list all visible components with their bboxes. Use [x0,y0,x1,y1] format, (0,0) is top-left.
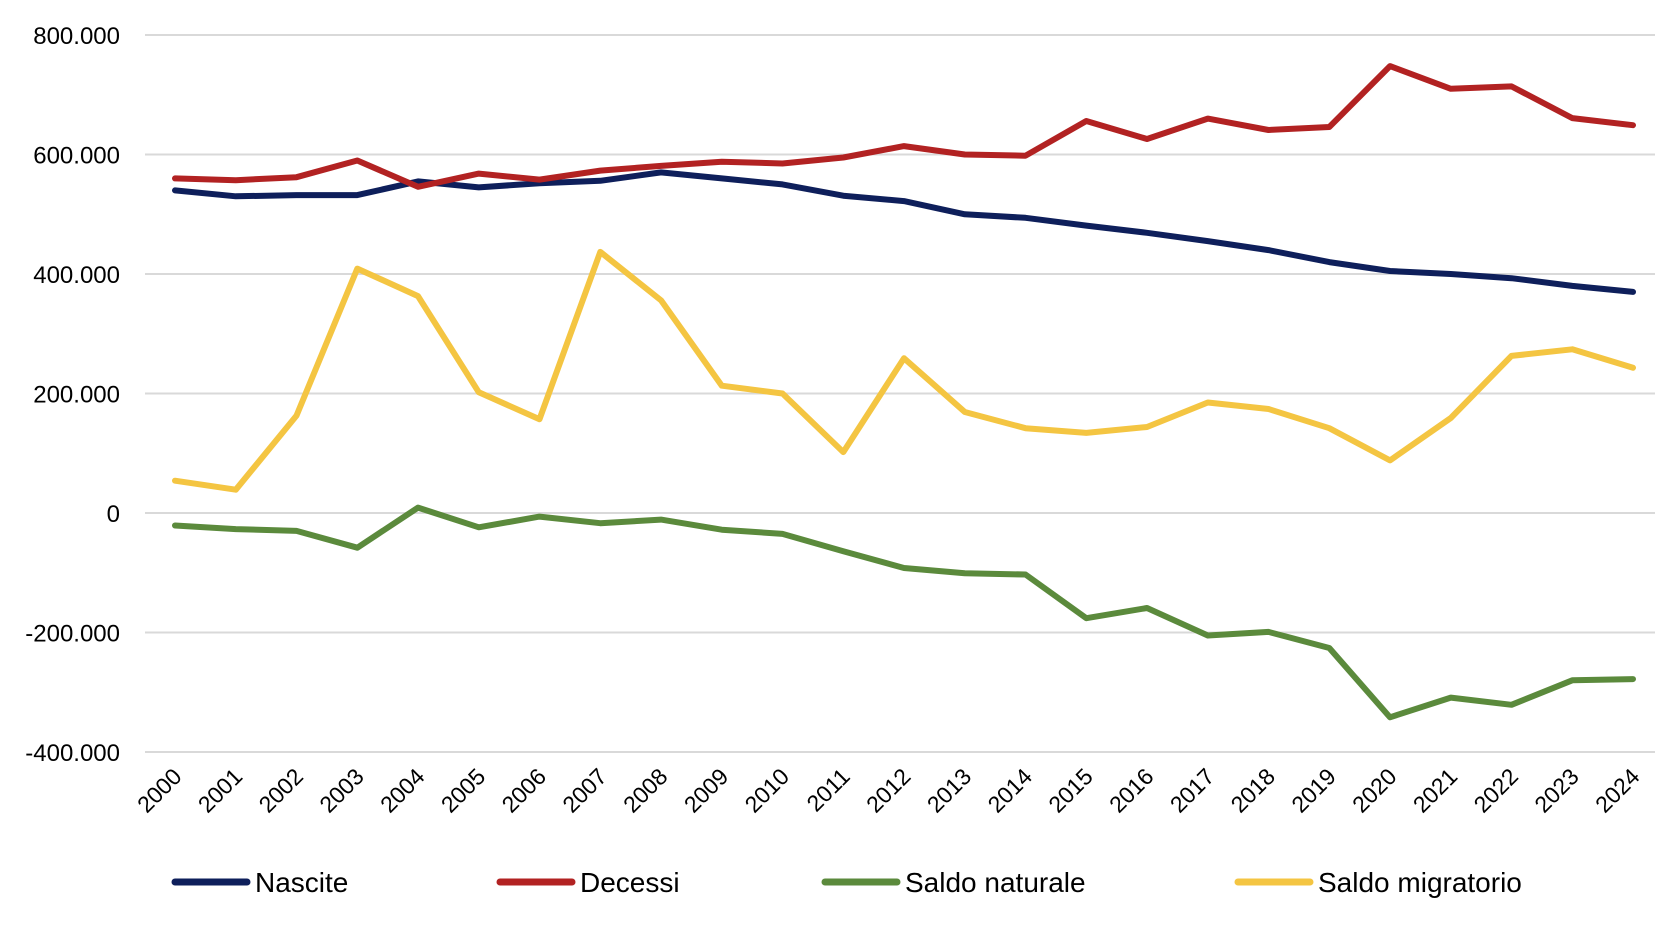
x-tick-label: 2019 [1286,763,1341,818]
y-tick-label: 800.000 [33,23,120,50]
x-tick-label: 2010 [739,763,794,818]
x-tick-label: 2007 [557,763,612,818]
x-tick-label: 2012 [861,763,916,818]
series-lines [172,63,1636,721]
x-tick-label: 2003 [314,763,369,818]
gridlines [145,34,1655,753]
y-tick-label: -200.000 [25,621,120,648]
x-tick-label: 2022 [1468,763,1523,818]
x-tick-label: 2001 [193,763,248,818]
legend: Nascite Decessi Saldo naturale Saldo migrat… [171,867,1522,898]
legend-label: Decessi [580,867,680,898]
series-line-saldo-migratorio [172,248,1636,493]
y-tick-label: 200.000 [33,382,120,409]
x-tick-label: 2005 [436,763,491,818]
x-tick-label: 2024 [1590,763,1645,818]
legend-label: Saldo naturale [905,867,1086,898]
x-tick-label: 2011 [801,763,854,816]
x-tick-label: 2014 [982,763,1037,818]
x-tick-label: 2000 [132,763,187,818]
x-tick-label: 2017 [1165,763,1220,818]
x-tick-label: 2018 [1225,763,1280,818]
x-tick-label: 2006 [496,763,551,818]
x-tick-label: 2021 [1408,763,1463,818]
y-axis-ticks: 800.000 600.000 400.000 200.000 0 -200.000 -40… [25,23,120,767]
series-line-nascite [172,169,1636,295]
x-tick-label: 2009 [679,763,734,818]
legend-label: Saldo migratorio [1318,867,1522,898]
x-axis-ticks: 2000 2001 2002 2003 2004 2005 2006 2007 2008 2009… [132,763,1645,818]
y-tick-label: 600.000 [33,143,120,170]
x-tick-label: 2015 [1043,763,1098,818]
y-tick-label: 400.000 [33,262,120,289]
y-tick-label: -400.000 [25,740,120,767]
series-line-decessi [172,63,1636,190]
y-tick-label: 0 [107,501,120,528]
series-line-saldo-naturale [172,504,1636,721]
x-tick-label: 2020 [1347,763,1402,818]
x-tick-label: 2004 [375,763,430,818]
x-tick-label: 2008 [618,763,673,818]
legend-label: Nascite [255,867,348,898]
x-tick-label: 2023 [1529,763,1584,818]
x-tick-label: 2013 [922,763,977,818]
x-tick-label: 2016 [1104,763,1159,818]
x-tick-label: 2002 [253,763,308,818]
